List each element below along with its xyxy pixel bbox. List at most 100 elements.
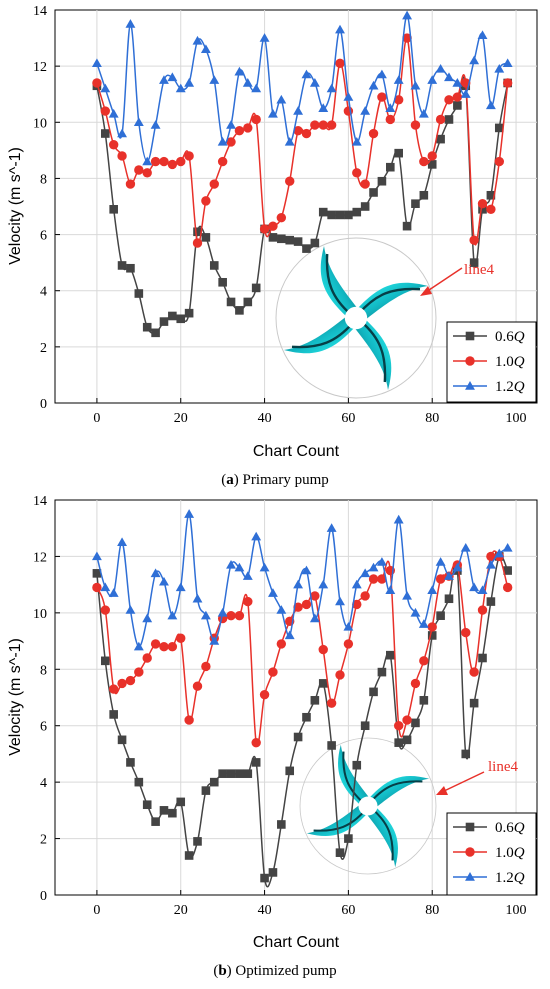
data-point (192, 681, 203, 691)
x-tick-label: 60 (341, 903, 355, 918)
data-point (217, 136, 228, 146)
data-point (327, 210, 336, 220)
data-point (469, 235, 479, 245)
data-point (393, 514, 404, 524)
data-point (134, 777, 144, 787)
data-point (385, 585, 396, 594)
data-point (477, 198, 488, 209)
data-point (301, 69, 312, 79)
legend-marker (465, 847, 475, 857)
legend-box (446, 321, 537, 403)
data-point (301, 565, 312, 575)
data-point (117, 735, 127, 745)
data-point (435, 114, 446, 125)
data-point (259, 33, 270, 42)
y-tick-label: 2 (40, 341, 47, 356)
data-point (318, 644, 328, 655)
data-point (193, 227, 202, 237)
data-point (151, 817, 160, 826)
data-point (419, 656, 429, 666)
data-point (326, 698, 337, 708)
data-point (326, 83, 337, 93)
data-point (108, 140, 119, 150)
data-point (142, 800, 152, 810)
data-point (235, 306, 244, 315)
annotation-arrow (425, 267, 463, 293)
data-point (175, 582, 186, 592)
data-point (335, 24, 345, 34)
data-point (159, 75, 169, 84)
data-point (385, 114, 396, 125)
data-point (477, 30, 488, 39)
data-point (377, 574, 387, 584)
data-point (293, 602, 303, 612)
legend-label: 0.6Q (495, 820, 525, 836)
data-point (150, 120, 161, 129)
data-point (284, 630, 295, 640)
data-point (259, 562, 270, 572)
x-axis-label: Chart Count (253, 934, 340, 951)
data-point (402, 221, 412, 231)
data-point (393, 721, 404, 731)
data-point (176, 156, 186, 167)
data-point (293, 732, 303, 742)
data-point (460, 89, 471, 98)
data-point (360, 568, 371, 578)
data-point (352, 168, 362, 178)
data-point (251, 737, 261, 748)
x-tick-label: 40 (258, 411, 272, 426)
y-tick-label: 4 (40, 285, 47, 300)
data-point (402, 715, 412, 725)
data-point (394, 738, 403, 747)
data-point (100, 129, 110, 138)
data-point (276, 94, 287, 104)
data-point (444, 594, 454, 604)
data-point (335, 58, 345, 69)
data-point (444, 72, 454, 82)
data-point (327, 741, 336, 750)
data-point (276, 213, 287, 223)
x-tick-label: 80 (425, 903, 439, 918)
data-point (469, 698, 479, 708)
data-point (494, 123, 504, 133)
data-point (343, 639, 354, 649)
y-tick-label: 10 (33, 116, 47, 131)
data-point (259, 689, 270, 700)
panel-optimized-pump: 0 2 4 6 8 10 12 14 0 20 40 60 80 100 line4 0.6Q 1.0Q 1.… (7, 494, 538, 979)
data-point (427, 622, 437, 632)
legend-marker (465, 381, 475, 390)
data-point (360, 721, 370, 731)
data-point (335, 596, 345, 606)
data-point (285, 766, 295, 776)
y-tick-label: 14 (33, 4, 47, 19)
y-tick-label: 14 (33, 494, 47, 509)
annotation-label: line4 (488, 759, 518, 775)
data-point (142, 156, 153, 166)
data-point (243, 596, 253, 607)
data-point (410, 678, 421, 689)
data-point (167, 610, 178, 620)
data-point (242, 78, 253, 87)
series-layer (91, 10, 513, 338)
data-point (201, 233, 211, 242)
data-point (268, 108, 278, 118)
data-point (150, 156, 161, 167)
data-point (251, 114, 261, 125)
annotation-label: line4 (464, 262, 494, 278)
data-point (150, 568, 161, 578)
data-point (293, 237, 303, 246)
data-point (301, 599, 312, 610)
data-point (368, 574, 379, 584)
data-point (226, 120, 236, 129)
data-point (427, 160, 437, 169)
data-point (268, 588, 278, 597)
data-point (176, 314, 186, 324)
data-point (142, 322, 152, 332)
data-point (100, 605, 110, 615)
data-point (159, 156, 169, 167)
data-point (360, 106, 371, 115)
data-point (486, 190, 496, 200)
data-point (418, 108, 429, 118)
data-point (411, 199, 420, 208)
data-point (402, 735, 412, 745)
